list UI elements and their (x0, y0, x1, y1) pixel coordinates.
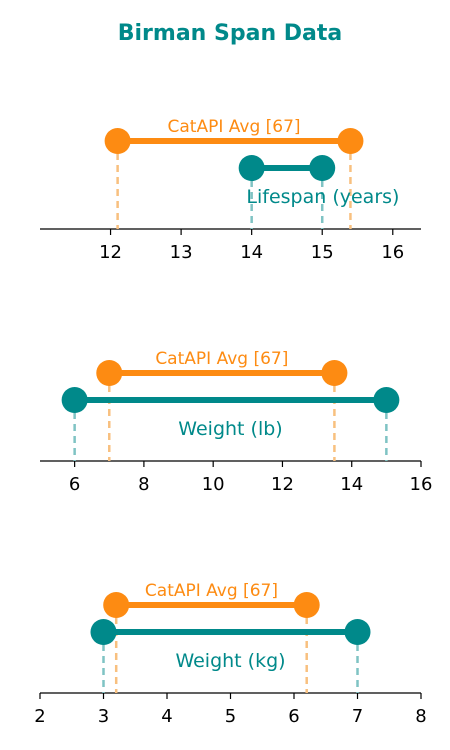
x-tick-label: 16 (410, 474, 433, 495)
x-tick-label: 2 (34, 706, 45, 727)
panel-weight-kg: 2 3 4 5 6 7 8 CatAPI Avg [67] Weight (kg) (34, 581, 426, 727)
x-tick-label: 5 (225, 706, 236, 727)
x-tick-label: 4 (161, 706, 172, 727)
average-range-label: CatAPI Avg [67] (168, 117, 301, 137)
average-range-label: CatAPI Avg [67] (145, 581, 278, 601)
x-tick-label: 15 (311, 242, 334, 263)
average-high-point (293, 592, 320, 618)
x-tick-label: 7 (352, 706, 363, 727)
x-tick-label: 12 (99, 242, 122, 263)
x-tick-label: 3 (98, 706, 109, 727)
breed-range-label: Lifespan (years) (246, 186, 399, 208)
x-tick-label: 13 (170, 242, 193, 263)
average-range-label: CatAPI Avg [67] (155, 349, 288, 369)
x-tick-label: 14 (340, 474, 363, 495)
breed-low-point (238, 155, 265, 181)
x-tick-label: 8 (138, 474, 149, 495)
x-tick-label: 12 (271, 474, 294, 495)
breed-range-label: Weight (kg) (175, 650, 285, 672)
x-tick-label: 10 (202, 474, 225, 495)
panel-weight-lb: 6 8 10 12 14 16 CatAPI Avg [67] Weight (lb) (40, 349, 432, 495)
breed-high-point (344, 619, 371, 645)
x-tick-label: 6 (288, 706, 299, 727)
panel-lifespan: 12 13 14 15 16 CatAPI Avg [67] Lifespan (years… (40, 117, 421, 263)
average-low-point (104, 128, 131, 154)
breed-low-point (90, 619, 117, 645)
average-high-point (321, 360, 348, 386)
breed-range-label: Weight (lb) (178, 418, 282, 440)
x-tick-label: 6 (69, 474, 80, 495)
average-low-point (103, 592, 130, 618)
average-high-point (337, 128, 364, 154)
x-tick-label: 8 (415, 706, 426, 727)
average-low-point (96, 360, 123, 386)
breed-high-point (309, 155, 336, 181)
x-tick-label: 14 (240, 242, 263, 263)
chart-title: Birman Span Data (118, 21, 342, 46)
x-tick-label: 16 (381, 242, 404, 263)
breed-high-point (373, 387, 400, 413)
breed-low-point (61, 387, 88, 413)
